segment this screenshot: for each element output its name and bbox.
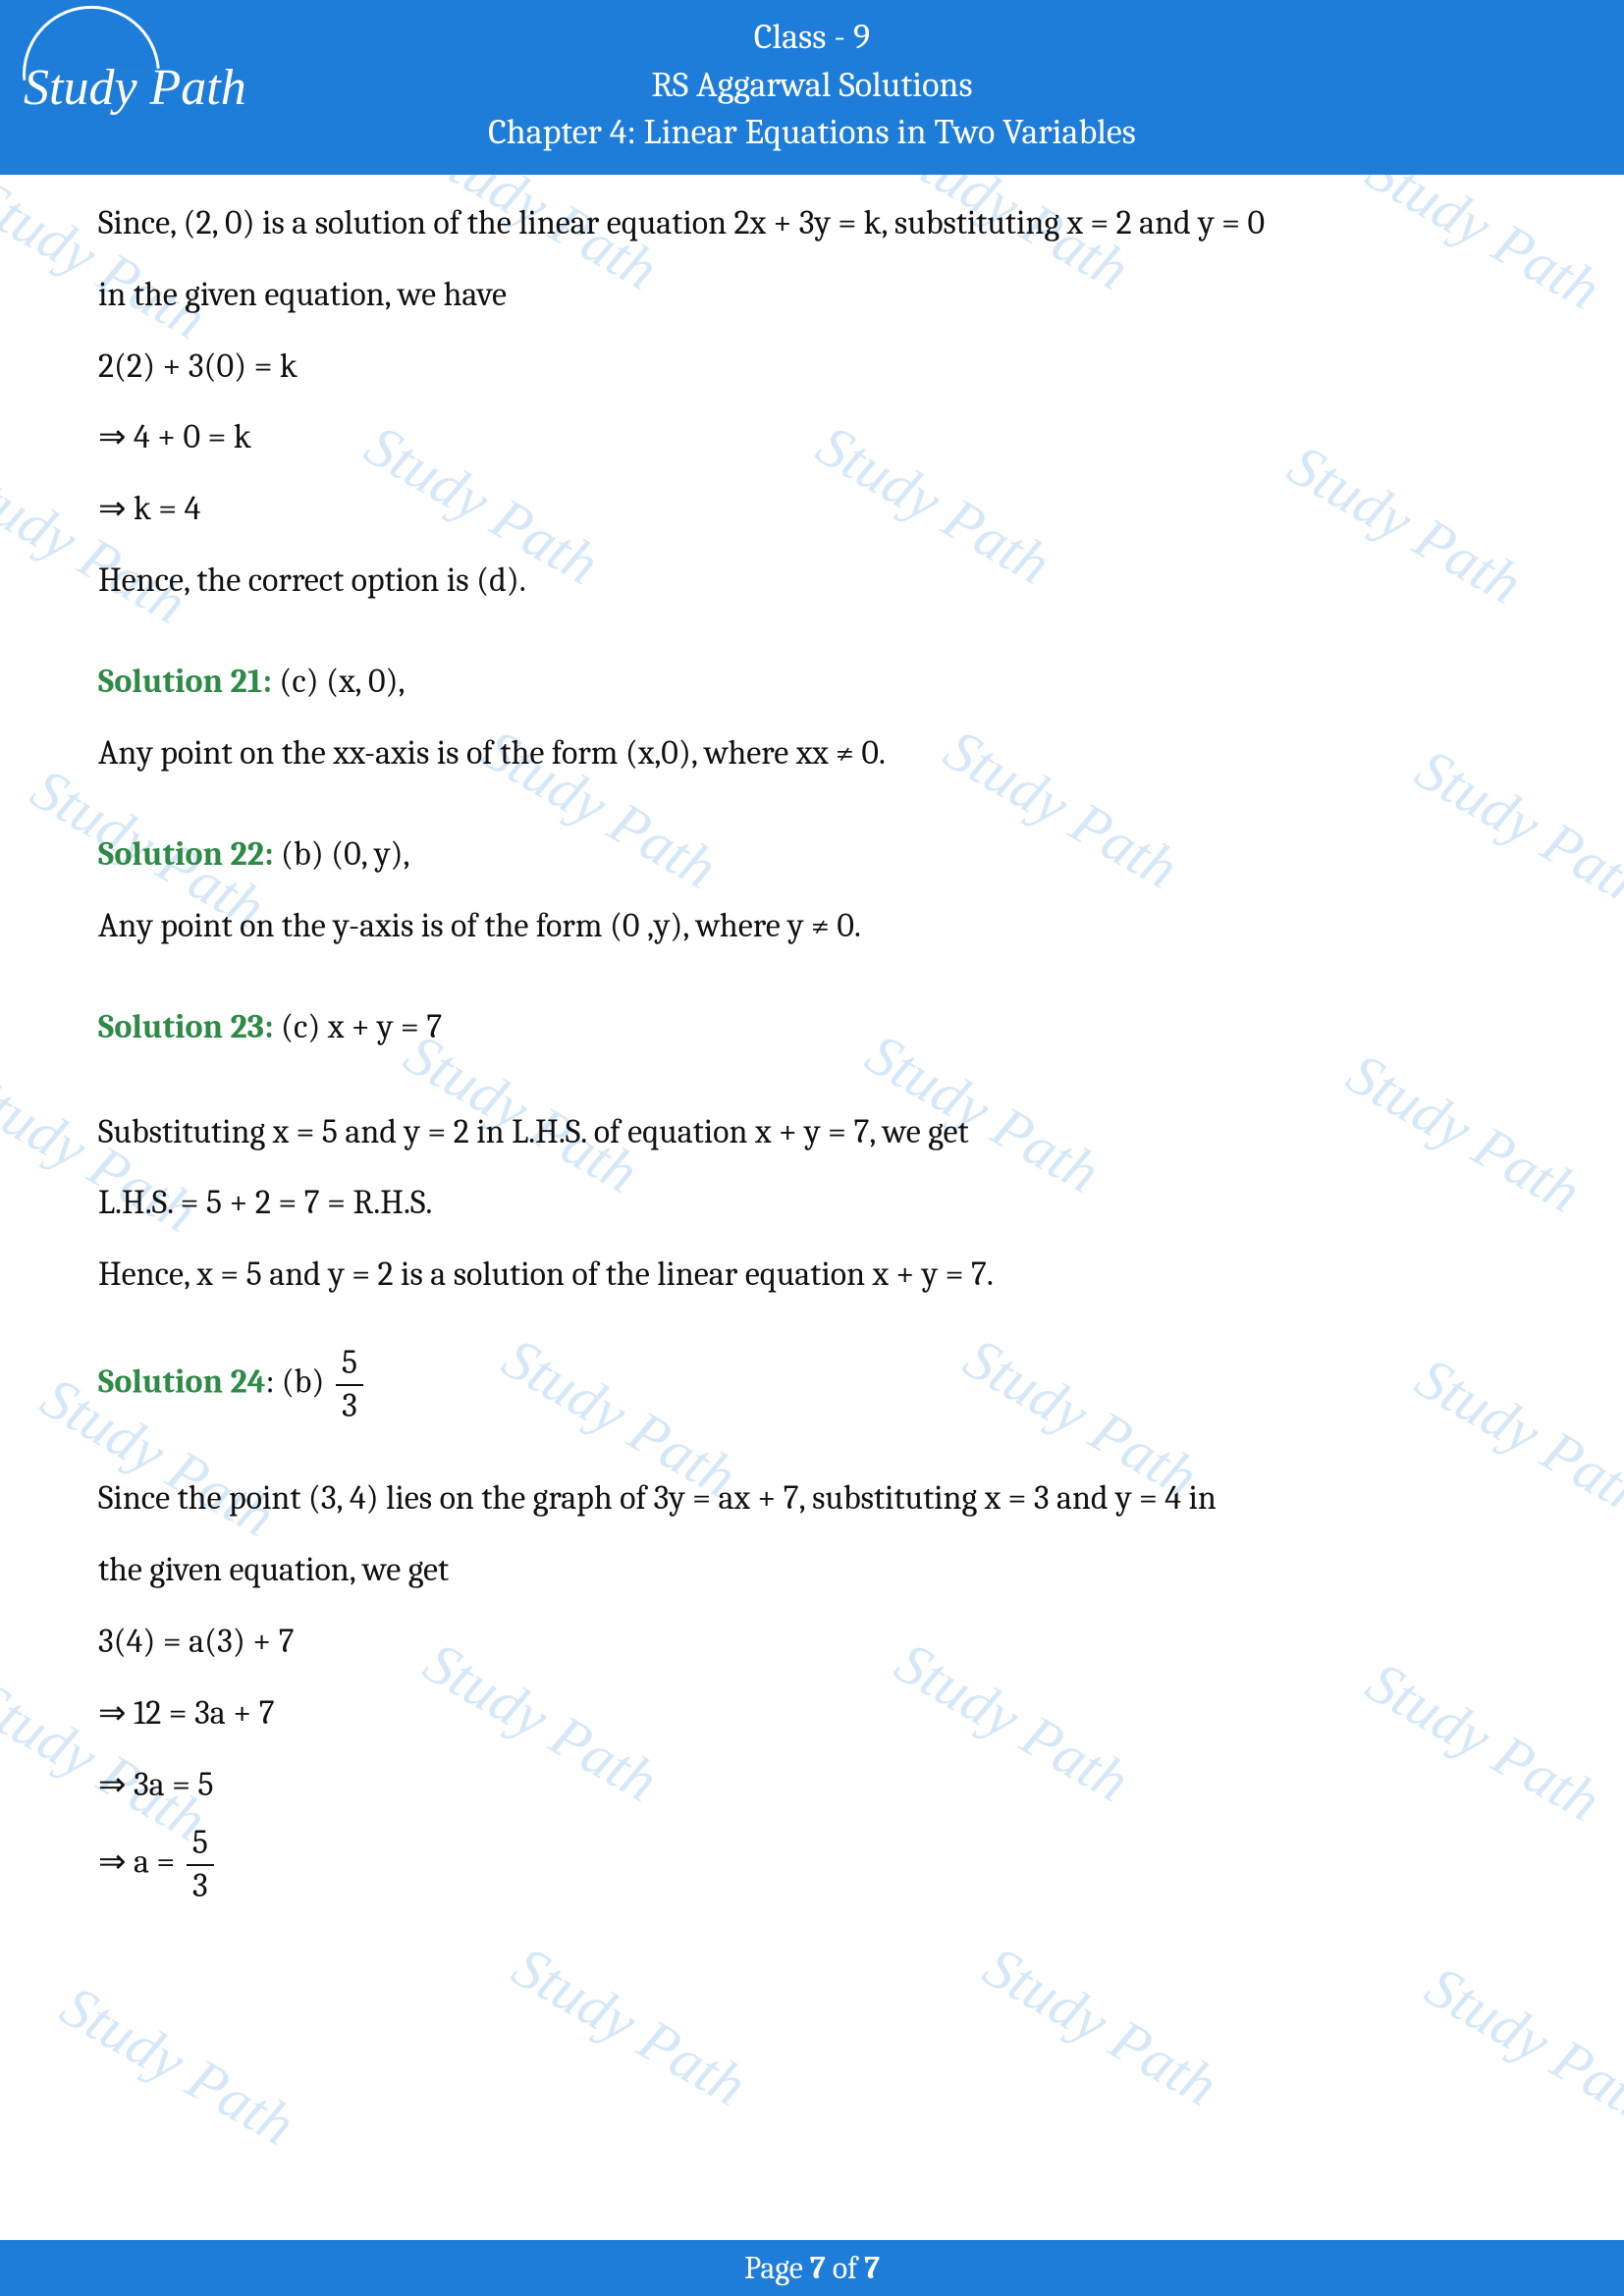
sol24-line1: Since the point (3, 4) lies on the graph…: [98, 1468, 1526, 1529]
page-header: Study Path Class - 9 RS Aggarwal Solutio…: [0, 0, 1624, 175]
page-container: Study Path Class - 9 RS Aggarwal Solutio…: [0, 0, 1624, 2296]
sol24-answer-prefix: : (b): [266, 1362, 332, 1402]
solution-21: Solution 21: (c) (x, 0), Any point on th…: [98, 651, 1526, 784]
sol22-text: Any point on the y-axis is of the form (…: [98, 895, 1526, 957]
sol24-eq2: ⇒ 12 = 3a + 7: [98, 1682, 1526, 1744]
sol24-eq4-prefix: ⇒ a =: [98, 1842, 183, 1882]
solution-22: Solution 22: (b) (0, y), Any point on th…: [98, 824, 1526, 957]
sol22-label: Solution 22:: [98, 834, 274, 874]
intro-line2: in the given equation, we have: [98, 264, 1526, 326]
content-area: Since, (2, 0) is a solution of the linea…: [0, 175, 1624, 1904]
logo: Study Path: [29, 12, 252, 63]
footer-prefix: Page: [744, 2250, 810, 2286]
sol23-line2: L.H.S. = 5 + 2 = 7 = R.H.S.: [98, 1172, 1526, 1234]
watermark-text: Study Path: [49, 1972, 305, 2160]
sol23-line1: Substituting x = 5 and y = 2 in L.H.S. o…: [98, 1101, 1526, 1163]
fraction-denominator: 3: [336, 1384, 363, 1424]
sol22-answer: (b) (0, y),: [274, 834, 410, 874]
watermark-text: Study Path: [501, 1933, 757, 2120]
intro-line1: Since, (2, 0) is a solution of the linea…: [98, 192, 1526, 254]
intro-eq1: 2(2) + 3(0) = k: [98, 336, 1526, 398]
fraction-numerator: 5: [336, 1345, 363, 1383]
logo-text: Study Path: [24, 60, 246, 116]
intro-eq2: ⇒ 4 + 0 = k: [98, 406, 1526, 468]
footer-total: 7: [864, 2250, 880, 2286]
footer-page-num: 7: [810, 2250, 826, 2286]
sol24-eq4-fraction: 53: [187, 1825, 214, 1904]
sol23-line3: Hence, x = 5 and y = 2 is a solution of …: [98, 1244, 1526, 1306]
sol23-answer: (c) x + y = 7: [274, 1007, 443, 1046]
intro-eq3: ⇒ k = 4: [98, 478, 1526, 540]
spacer: [98, 1068, 1526, 1101]
sol21-heading: Solution 21: (c) (x, 0),: [98, 651, 1526, 713]
sol24-line2: the given equation, we get: [98, 1539, 1526, 1601]
intro-conclusion: Hence, the correct option is (d).: [98, 550, 1526, 612]
sol23-label: Solution 23:: [98, 1007, 274, 1046]
sol24-label: Solution 24: [98, 1362, 266, 1402]
sol21-label: Solution 21:: [98, 662, 272, 701]
sol24-eq1: 3(4) = a(3) + 7: [98, 1611, 1526, 1673]
sol24-answer-fraction: 53: [336, 1345, 363, 1424]
solution-24: Solution 24: (b) 53 Since the point (3, …: [98, 1345, 1526, 1904]
page-footer: Page 7 of 7: [0, 2240, 1624, 2296]
spacer: [98, 1434, 1526, 1468]
watermark-text: Study Path: [1414, 1952, 1624, 2140]
fraction-numerator: 5: [187, 1825, 214, 1863]
fraction-denominator: 3: [187, 1864, 214, 1904]
sol24-heading: Solution 24: (b) 53: [98, 1345, 1526, 1424]
solution-23: Solution 23: (c) x + y = 7 Substituting …: [98, 996, 1526, 1307]
footer-mid: of: [826, 2250, 864, 2286]
header-chapter: Chapter 4: Linear Equations in Two Varia…: [0, 109, 1624, 157]
sol24-eq3: ⇒ 3a = 5: [98, 1754, 1526, 1816]
sol21-text: Any point on the xx-axis is of the form …: [98, 722, 1526, 784]
sol24-eq4: ⇒ a = 53: [98, 1825, 1526, 1904]
sol21-answer: (c) (x, 0),: [272, 662, 406, 701]
watermark-text: Study Path: [972, 1933, 1228, 2120]
sol22-heading: Solution 22: (b) (0, y),: [98, 824, 1526, 885]
sol23-heading: Solution 23: (c) x + y = 7: [98, 996, 1526, 1058]
